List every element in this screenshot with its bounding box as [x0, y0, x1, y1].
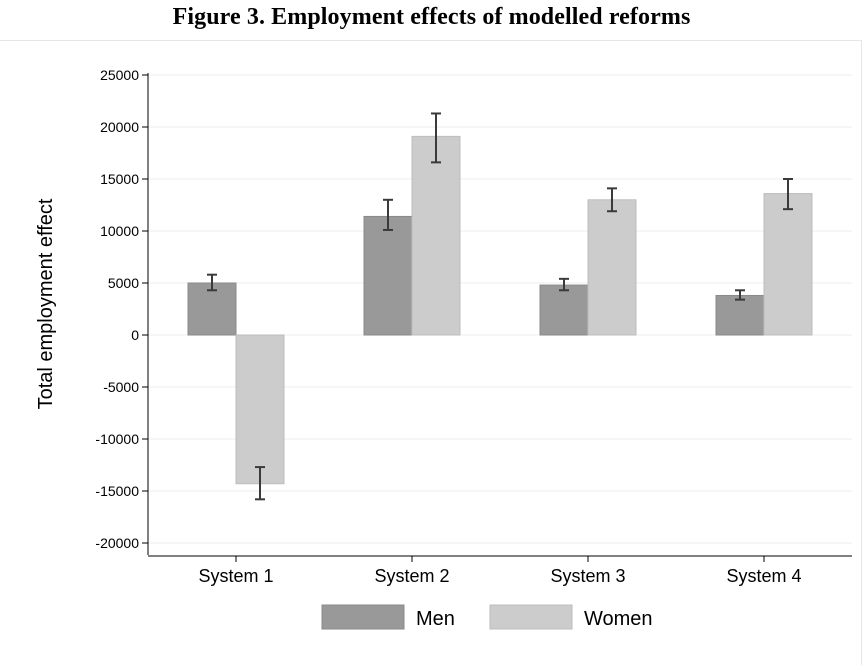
y-tick-label: 15000 [100, 171, 139, 187]
bars [187, 135, 813, 485]
y-tick-label: -20000 [95, 535, 139, 551]
x-tick-label: System 3 [550, 566, 625, 586]
x-axis: System 1 System 2 System 3 System 4 [148, 555, 852, 586]
y-axis-label: Total employment effect [35, 198, 57, 409]
y-tick-label: -10000 [95, 431, 139, 447]
figure-title: Figure 3. Employment effects of modelled… [172, 4, 691, 30]
y-tick-label: 0 [131, 327, 139, 343]
bar-women-system-1 [235, 334, 285, 485]
y-tick-label: 25000 [100, 67, 139, 83]
legend-swatch-men [321, 604, 405, 630]
bar-men-system-3 [539, 284, 589, 336]
error-bars [207, 112, 793, 501]
bar-men-system-2 [363, 215, 413, 336]
bar-men-system-4 [715, 294, 765, 336]
y-tick-label: 20000 [100, 119, 139, 135]
y-axis: 25000 20000 15000 10000 5000 0 -5000 -10000 -150… [95, 67, 149, 555]
bar-women-system-4 [763, 193, 813, 336]
x-tick-label: System 4 [726, 566, 801, 586]
legend: Men Women [321, 604, 653, 630]
legend-swatch-women [489, 604, 573, 630]
bar-women-system-2 [411, 135, 461, 336]
plot-frame [0, 40, 862, 665]
legend-label-men: Men [416, 608, 455, 630]
y-tick-label: -15000 [95, 483, 139, 499]
y-tick-label: 5000 [108, 275, 139, 291]
x-tick-label: System 2 [374, 566, 449, 586]
y-tick-label: 10000 [100, 223, 139, 239]
y-tick-label: -5000 [103, 379, 139, 395]
x-tick-label: System 1 [198, 566, 273, 586]
legend-label-women: Women [584, 608, 653, 630]
bar-women-system-3 [587, 199, 637, 336]
